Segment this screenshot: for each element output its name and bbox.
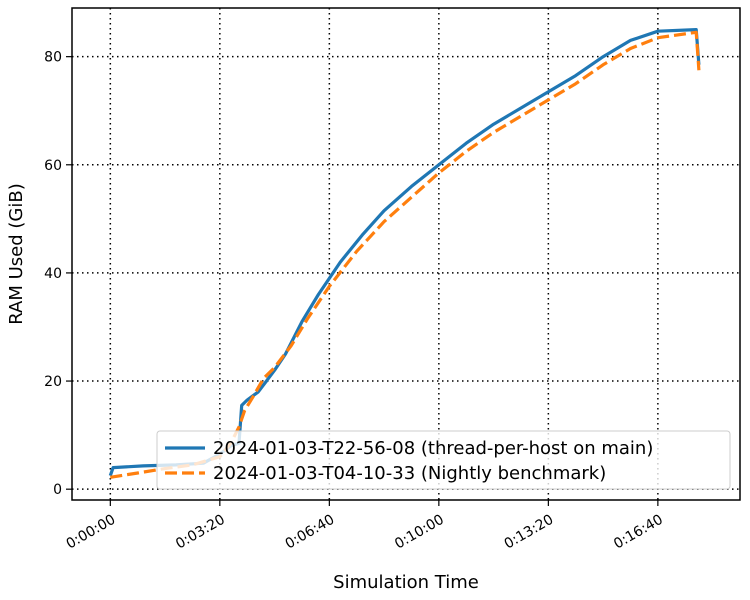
y-axis-label: RAM Used (GiB) [6, 183, 27, 324]
legend-box [156, 430, 731, 490]
legend: 2024-01-03-T22-56-08 (thread-per-host on… [156, 430, 731, 490]
y-tick-label: 80 [44, 50, 62, 66]
legend-entry-label: 2024-01-03-T22-56-08 (thread-per-host on… [213, 438, 653, 459]
y-tick-label: 20 [44, 374, 62, 390]
y-tick-label: 60 [44, 158, 62, 174]
legend-entry-label: 2024-01-03-T04-10-33 (Nightly benchmark) [213, 463, 606, 484]
y-tick-label: 0 [53, 482, 62, 498]
plot-frame [71, 7, 741, 501]
x-axis-label: Simulation Time [333, 572, 479, 593]
y-tick-label: 40 [44, 266, 62, 282]
